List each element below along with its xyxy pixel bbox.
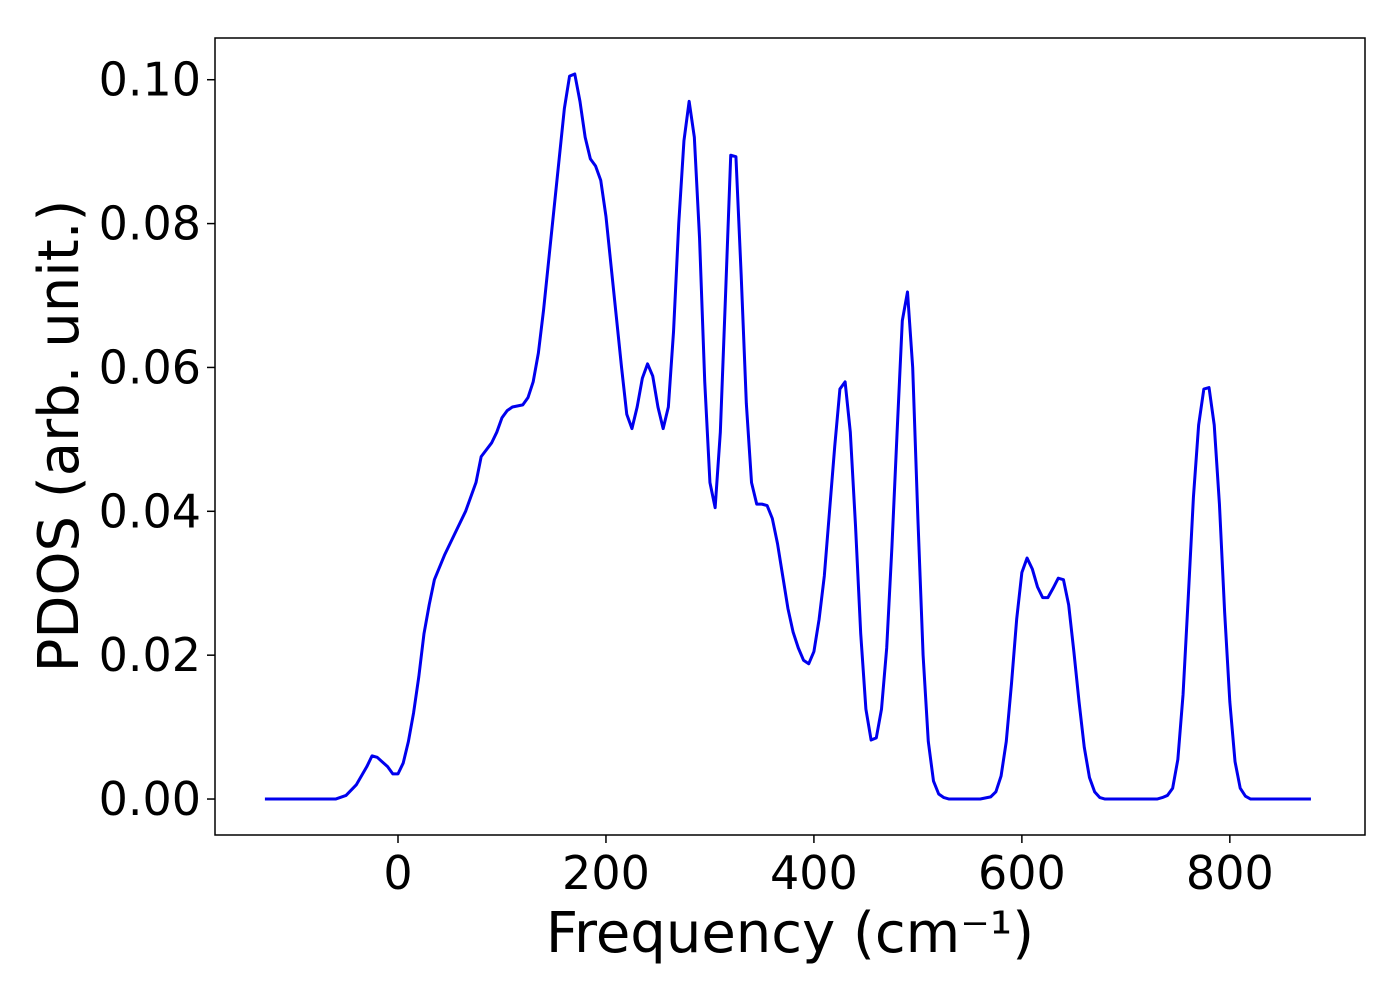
x-axis-label: Frequency (cm⁻¹) [546, 901, 1034, 966]
axes-frame [214, 37, 1366, 836]
y-tick-label: 0.10 [99, 53, 201, 107]
x-tick-label: 600 [978, 846, 1066, 900]
y-tick-label: 0.02 [99, 628, 201, 682]
y-tick-label: 0.06 [99, 340, 201, 394]
x-tick-label: 0 [383, 846, 412, 900]
y-axis-label: PDOS (arb. unit.) [27, 200, 92, 673]
x-tick-label: 200 [562, 846, 650, 900]
y-tick-label: 0.08 [99, 197, 201, 251]
x-tick-label: 800 [1186, 846, 1274, 900]
x-tick-label: 400 [770, 846, 858, 900]
line-series [264, 72, 1311, 801]
y-tick-label: 0.04 [99, 484, 201, 538]
y-tick-label: 0.00 [99, 772, 201, 826]
